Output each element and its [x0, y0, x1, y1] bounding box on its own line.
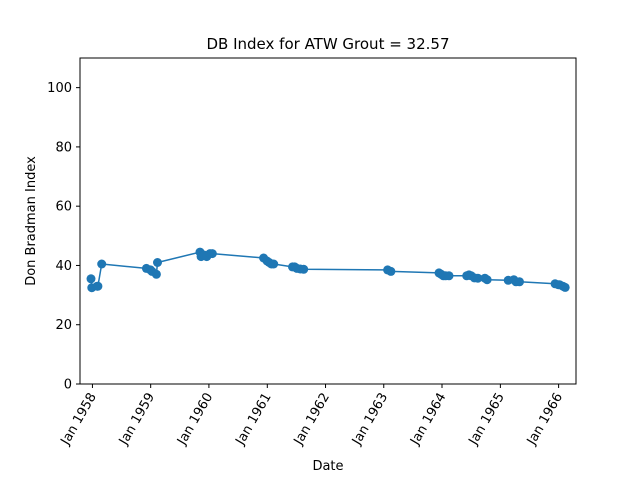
x-tick-label: Jan 1959: [116, 391, 158, 449]
data-point: [515, 277, 524, 287]
y-tick-label: 100: [47, 81, 72, 96]
y-tick-label: 20: [55, 318, 72, 333]
x-tick-label: Jan 1964: [407, 391, 449, 449]
y-tick-label: 40: [55, 259, 72, 274]
x-tick-label: Jan 1966: [524, 391, 566, 449]
x-tick-label: Jan 1963: [349, 391, 391, 449]
y-axis: 0 20 40 60 80 100: [47, 81, 80, 393]
y-tick-label: 60: [55, 200, 72, 215]
x-tick-label: Jan 1965: [466, 391, 508, 449]
data-point: [97, 259, 107, 269]
plot-frame: [79, 57, 577, 385]
data-point: [151, 269, 161, 279]
data-point: [444, 271, 454, 281]
series-line: [90, 251, 566, 289]
data-point: [153, 258, 162, 267]
x-tick-label: Jan 1958: [58, 391, 100, 449]
chart-title: DB Index for ATW Grout = 32.57: [207, 35, 450, 53]
data-point: [386, 266, 396, 276]
plot-area: [86, 247, 570, 293]
y-tick-label: 80: [55, 140, 72, 155]
x-axis-title: Date: [312, 459, 343, 474]
data-point: [269, 259, 279, 269]
x-tick-label: Jan 1962: [291, 391, 333, 449]
data-point: [299, 264, 309, 274]
data-point: [482, 275, 492, 285]
data-point: [473, 273, 483, 283]
data-point: [560, 282, 570, 292]
x-tick-label: Jan 1960: [174, 391, 216, 449]
y-axis-title: Don Bradman Index: [24, 156, 39, 286]
data-point: [207, 249, 217, 259]
data-point: [86, 274, 96, 284]
y-tick-label: 0: [64, 378, 72, 393]
x-tick-label: Jan 1961: [233, 391, 275, 449]
x-axis: Jan 1958 Jan 1959 Jan 1960 Jan 1961 Jan 1962…: [58, 384, 566, 448]
data-point: [93, 281, 103, 291]
